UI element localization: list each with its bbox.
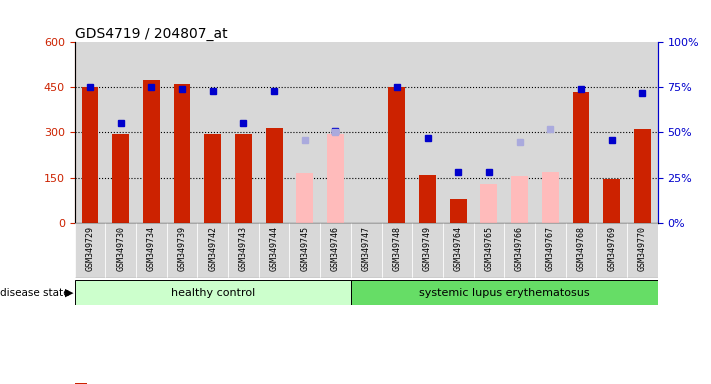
Text: GSM349749: GSM349749 [423, 225, 432, 270]
Bar [443, 42, 474, 223]
Bar [173, 84, 191, 223]
Bar [166, 223, 198, 278]
Bar [289, 42, 320, 223]
Bar [259, 42, 289, 223]
Bar [198, 42, 228, 223]
FancyBboxPatch shape [75, 280, 351, 305]
Bar [266, 128, 282, 223]
Bar [412, 223, 443, 278]
Bar [419, 175, 436, 223]
Bar [296, 173, 314, 223]
Bar [75, 42, 105, 223]
Bar [105, 42, 136, 223]
Text: GSM349746: GSM349746 [331, 225, 340, 270]
Bar [504, 42, 535, 223]
Bar [566, 42, 597, 223]
Text: ▶: ▶ [65, 288, 74, 298]
Text: GSM349734: GSM349734 [147, 225, 156, 270]
Bar [572, 92, 589, 223]
Bar [351, 42, 382, 223]
Bar [228, 223, 259, 278]
Bar [105, 223, 136, 278]
Bar [597, 223, 627, 278]
Bar [82, 88, 98, 223]
Text: GSM349745: GSM349745 [300, 225, 309, 270]
Bar [566, 223, 597, 278]
Bar [634, 129, 651, 223]
Text: systemic lupus erythematosus: systemic lupus erythematosus [419, 288, 589, 298]
Bar [511, 176, 528, 223]
Text: GSM349739: GSM349739 [178, 225, 186, 270]
Text: GSM349748: GSM349748 [392, 225, 401, 270]
Bar [228, 42, 259, 223]
Bar [204, 134, 221, 223]
Text: GSM349769: GSM349769 [607, 225, 616, 270]
Bar [259, 223, 289, 278]
Bar [388, 88, 405, 223]
Bar [627, 223, 658, 278]
Text: GSM349764: GSM349764 [454, 225, 463, 270]
Bar [535, 223, 566, 278]
Bar [136, 223, 166, 278]
FancyBboxPatch shape [351, 280, 658, 305]
Bar [450, 199, 466, 223]
Text: GSM349770: GSM349770 [638, 225, 647, 270]
Text: GSM349768: GSM349768 [577, 225, 585, 270]
Text: GDS4719 / 204807_at: GDS4719 / 204807_at [75, 27, 228, 41]
Bar [75, 223, 105, 278]
Bar [412, 42, 443, 223]
Bar [143, 80, 160, 223]
Bar [327, 134, 344, 223]
Bar [627, 42, 658, 223]
Bar [320, 42, 351, 223]
Text: GSM349747: GSM349747 [362, 225, 370, 270]
Bar [474, 42, 504, 223]
Text: GSM349743: GSM349743 [239, 225, 248, 270]
Bar [136, 42, 166, 223]
Bar [597, 42, 627, 223]
Bar [481, 184, 498, 223]
Bar [542, 172, 559, 223]
Bar [382, 42, 412, 223]
Bar [320, 223, 351, 278]
Text: disease state: disease state [0, 288, 70, 298]
Text: GSM349767: GSM349767 [546, 225, 555, 270]
Bar [474, 223, 504, 278]
Bar [198, 223, 228, 278]
Bar [289, 223, 320, 278]
Bar [443, 223, 474, 278]
Bar [327, 176, 344, 223]
Text: GSM349744: GSM349744 [269, 225, 279, 270]
Text: GSM349730: GSM349730 [116, 225, 125, 270]
Bar [235, 134, 252, 223]
Text: GSM349729: GSM349729 [85, 225, 95, 270]
Bar [504, 223, 535, 278]
Text: GSM349766: GSM349766 [515, 225, 524, 270]
Bar [535, 42, 566, 223]
Text: GSM349765: GSM349765 [484, 225, 493, 270]
Text: healthy control: healthy control [171, 288, 255, 298]
Bar [351, 223, 382, 278]
Bar [166, 42, 198, 223]
Text: GSM349742: GSM349742 [208, 225, 218, 270]
Bar [382, 223, 412, 278]
Bar [603, 179, 620, 223]
Bar [112, 134, 129, 223]
